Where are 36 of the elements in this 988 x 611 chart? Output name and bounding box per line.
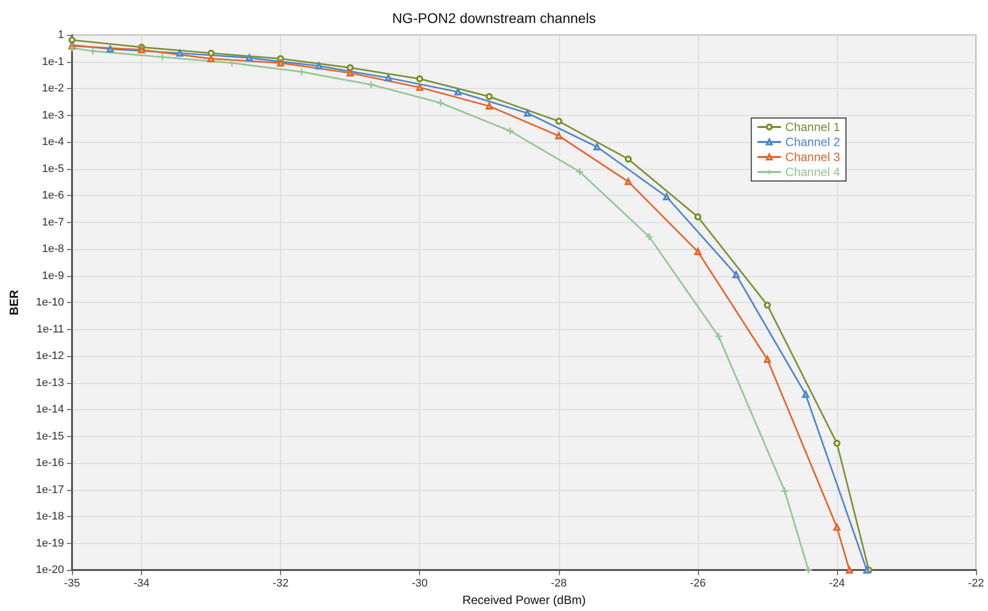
- y-tick-label: 1e-9: [42, 270, 64, 282]
- legend-label: Channel 1: [785, 120, 840, 134]
- y-tick-label: 1: [58, 29, 64, 41]
- x-tick-label: -22: [968, 578, 984, 590]
- y-tick-label: 1e-2: [42, 82, 64, 95]
- y-tick-label: 1e-6: [42, 190, 64, 202]
- x-tick-label: -34: [134, 578, 150, 590]
- y-tick-label: 1e-18: [36, 510, 64, 523]
- y-axis-title: BER: [7, 290, 21, 316]
- legend-label: Channel 2: [785, 135, 840, 149]
- y-tick-label: 1e-3: [42, 109, 64, 122]
- y-tick-label: 1e-13: [36, 376, 64, 389]
- x-tick-label: -30: [412, 578, 428, 590]
- y-tick-label: 1e-15: [36, 430, 64, 442]
- y-tick-label: 1e-20: [36, 564, 64, 576]
- legend-label: Channel 3: [785, 150, 840, 164]
- x-tick-label: -26: [690, 578, 706, 590]
- y-tick-label: 1e-11: [36, 323, 64, 336]
- y-tick-label: 1e-19: [36, 537, 64, 550]
- legend-label: Channel 4: [785, 165, 840, 179]
- y-tick-label: 1e-16: [36, 457, 64, 470]
- y-tick-label: 1e-4: [42, 136, 64, 148]
- y-tick-label: 1e-17: [36, 484, 64, 496]
- x-tick-label: -32: [272, 578, 289, 590]
- x-tick-label: -35: [64, 578, 80, 590]
- x-tick-label: -24: [828, 578, 845, 590]
- y-tick-label: 1e-5: [42, 162, 64, 175]
- y-tick-label: 1e-7: [42, 216, 64, 228]
- y-tick-label: 1e-8: [42, 243, 64, 256]
- chart-title: NG-PON2 downstream channels: [392, 10, 596, 26]
- y-tick-label: 1e-14: [36, 404, 64, 416]
- x-axis-title: Received Power (dBm): [462, 593, 586, 607]
- y-tick-label: 1e-10: [36, 296, 64, 309]
- y-tick-label: 1e-1: [42, 56, 64, 68]
- x-tick-label: -28: [550, 578, 567, 590]
- y-tick-label: 1e-12: [36, 350, 64, 362]
